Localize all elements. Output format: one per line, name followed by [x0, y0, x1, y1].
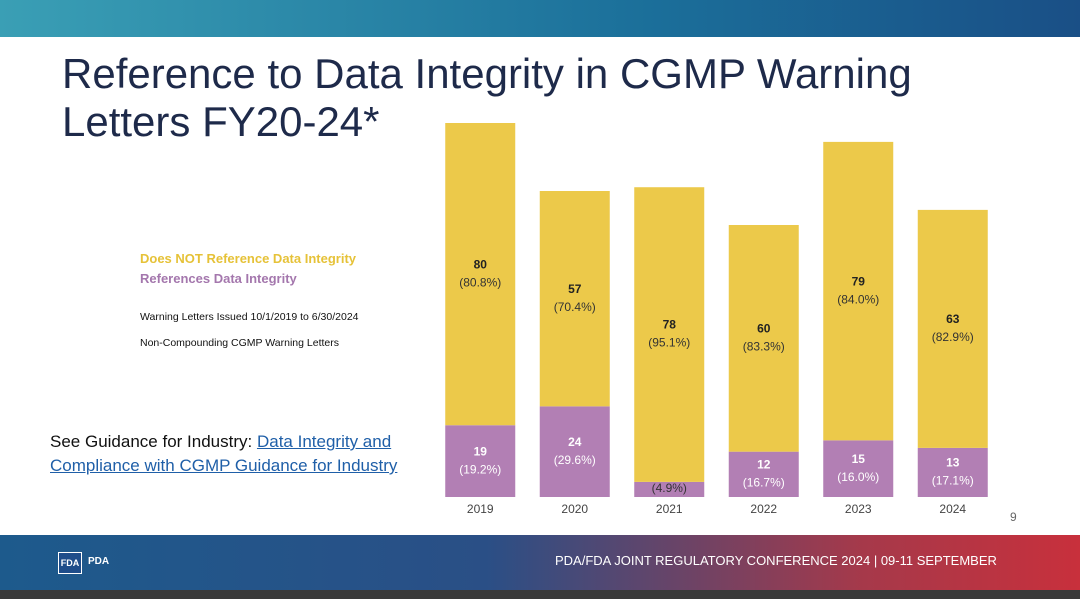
value-label: 60: [757, 322, 771, 336]
value-label: 13: [946, 456, 960, 470]
bar-segment: [823, 440, 894, 497]
footer-text: PDA/FDA JOINT REGULATORY CONFERENCE 2024…: [555, 553, 997, 568]
percent-label: (29.6%): [554, 453, 596, 467]
x-tick-label: 2021: [656, 502, 683, 516]
percent-label: (70.4%): [554, 300, 596, 314]
bar-segment: [445, 425, 516, 497]
guidance-prefix: See Guidance for Industry:: [50, 432, 253, 451]
percent-label: (19.2%): [459, 462, 501, 476]
percent-label: (16.0%): [837, 470, 879, 484]
value-label: 24: [568, 435, 582, 449]
bar-segment: [917, 209, 988, 448]
value-label: 15: [852, 452, 866, 466]
guidance-link[interactable]: Data Integrity and Compliance with CGMP …: [50, 432, 398, 475]
footer-edge: [0, 590, 1080, 599]
bar-segment: [634, 187, 705, 482]
percent-label: (16.7%): [743, 476, 785, 490]
page-number: 9: [1010, 510, 1017, 524]
bar-segment: [728, 225, 799, 452]
x-tick-label: 2023: [845, 502, 872, 516]
percent-label: (95.1%): [648, 336, 690, 350]
legend-entry: Does NOT Reference Data Integrity: [140, 251, 357, 266]
top-band: [0, 0, 1080, 37]
bar-segment: [728, 451, 799, 497]
value-label: 12: [757, 458, 771, 472]
value-label: 19: [474, 444, 488, 458]
percent-label: (4.9%): [652, 481, 687, 495]
x-tick-label: 2022: [750, 502, 777, 516]
bar-segment: [634, 481, 705, 497]
bar-segment: [917, 447, 988, 497]
percent-label: (82.9%): [932, 330, 974, 344]
slide-title: Reference to Data Integrity in CGMP Warn…: [62, 50, 912, 145]
logo: FDA: [58, 552, 82, 574]
value-label: 79: [852, 274, 866, 288]
guidance: See Guidance for Industry: Data Integrit…: [50, 430, 440, 478]
percent-label: (83.3%): [743, 340, 785, 354]
percent-label: (80.8%): [459, 275, 501, 289]
bar-segment: [445, 123, 516, 426]
bar-segment: [823, 141, 894, 441]
note: Non-Compounding CGMP Warning Letters: [140, 337, 340, 349]
value-label: 63: [946, 312, 960, 326]
note: Warning Letters Issued 10/1/2019 to 6/30…: [140, 311, 359, 323]
logo: PDA: [88, 556, 110, 567]
footer-band: [0, 535, 1080, 590]
bar-segment: [539, 191, 610, 407]
bar-segment: [539, 406, 610, 497]
x-tick-label: 2020: [561, 502, 588, 516]
value-label: 78: [663, 318, 677, 332]
x-tick-label: 2019: [467, 502, 494, 516]
value-label: 80: [474, 257, 488, 271]
value-label: 57: [568, 282, 582, 296]
x-tick-label: 2024: [939, 502, 966, 516]
percent-label: (17.1%): [932, 474, 974, 488]
legend-entry: References Data Integrity: [140, 271, 297, 286]
percent-label: (84.0%): [837, 292, 879, 306]
